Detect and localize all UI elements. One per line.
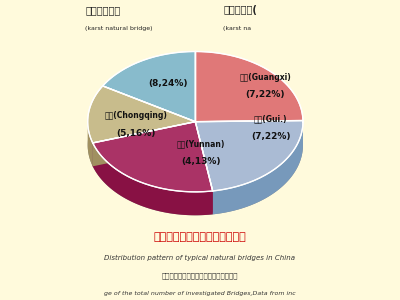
- Text: 中国典型天生桥分布格局示意图: 中国典型天生桥分布格局示意图: [154, 232, 246, 242]
- Text: (8,24%): (8,24%): [149, 79, 188, 88]
- Polygon shape: [88, 75, 303, 215]
- Text: 占该类总数的百分比，图中数据来源于载: 占该类总数的百分比，图中数据来源于载: [162, 273, 238, 279]
- Text: Distribution pattern of typical natural bridges in China: Distribution pattern of typical natural …: [104, 255, 296, 262]
- Text: ge of the total number of investigated Bridges,Data from inc: ge of the total number of investigated B…: [104, 291, 296, 296]
- Text: (4,13%): (4,13%): [181, 157, 220, 166]
- Text: 云南(Yunnan): 云南(Yunnan): [176, 140, 225, 148]
- Polygon shape: [88, 86, 195, 143]
- Polygon shape: [93, 122, 195, 166]
- Polygon shape: [195, 121, 303, 191]
- Polygon shape: [213, 122, 303, 214]
- Text: 广西(Guangxi): 广西(Guangxi): [240, 73, 291, 82]
- Text: (karst na: (karst na: [223, 26, 252, 31]
- Text: (karst natural bridge): (karst natural bridge): [85, 26, 153, 31]
- Polygon shape: [93, 122, 213, 192]
- Text: 非岩溶天生桥: 非岩溶天生桥: [85, 5, 120, 15]
- Text: (7,22%): (7,22%): [246, 90, 285, 99]
- Polygon shape: [93, 122, 195, 166]
- Polygon shape: [195, 122, 213, 214]
- Text: 贵州(Gui.): 贵州(Gui.): [254, 115, 288, 124]
- Text: (7,22%): (7,22%): [251, 132, 290, 141]
- Polygon shape: [103, 52, 195, 122]
- Polygon shape: [88, 122, 93, 166]
- Polygon shape: [195, 52, 303, 122]
- Polygon shape: [93, 143, 213, 215]
- Polygon shape: [195, 122, 213, 214]
- Text: 岩溶天生桥(: 岩溶天生桥(: [223, 5, 257, 15]
- Text: (5,16%): (5,16%): [116, 129, 156, 138]
- Text: 重庆(Chongqing): 重庆(Chongqing): [105, 111, 168, 120]
